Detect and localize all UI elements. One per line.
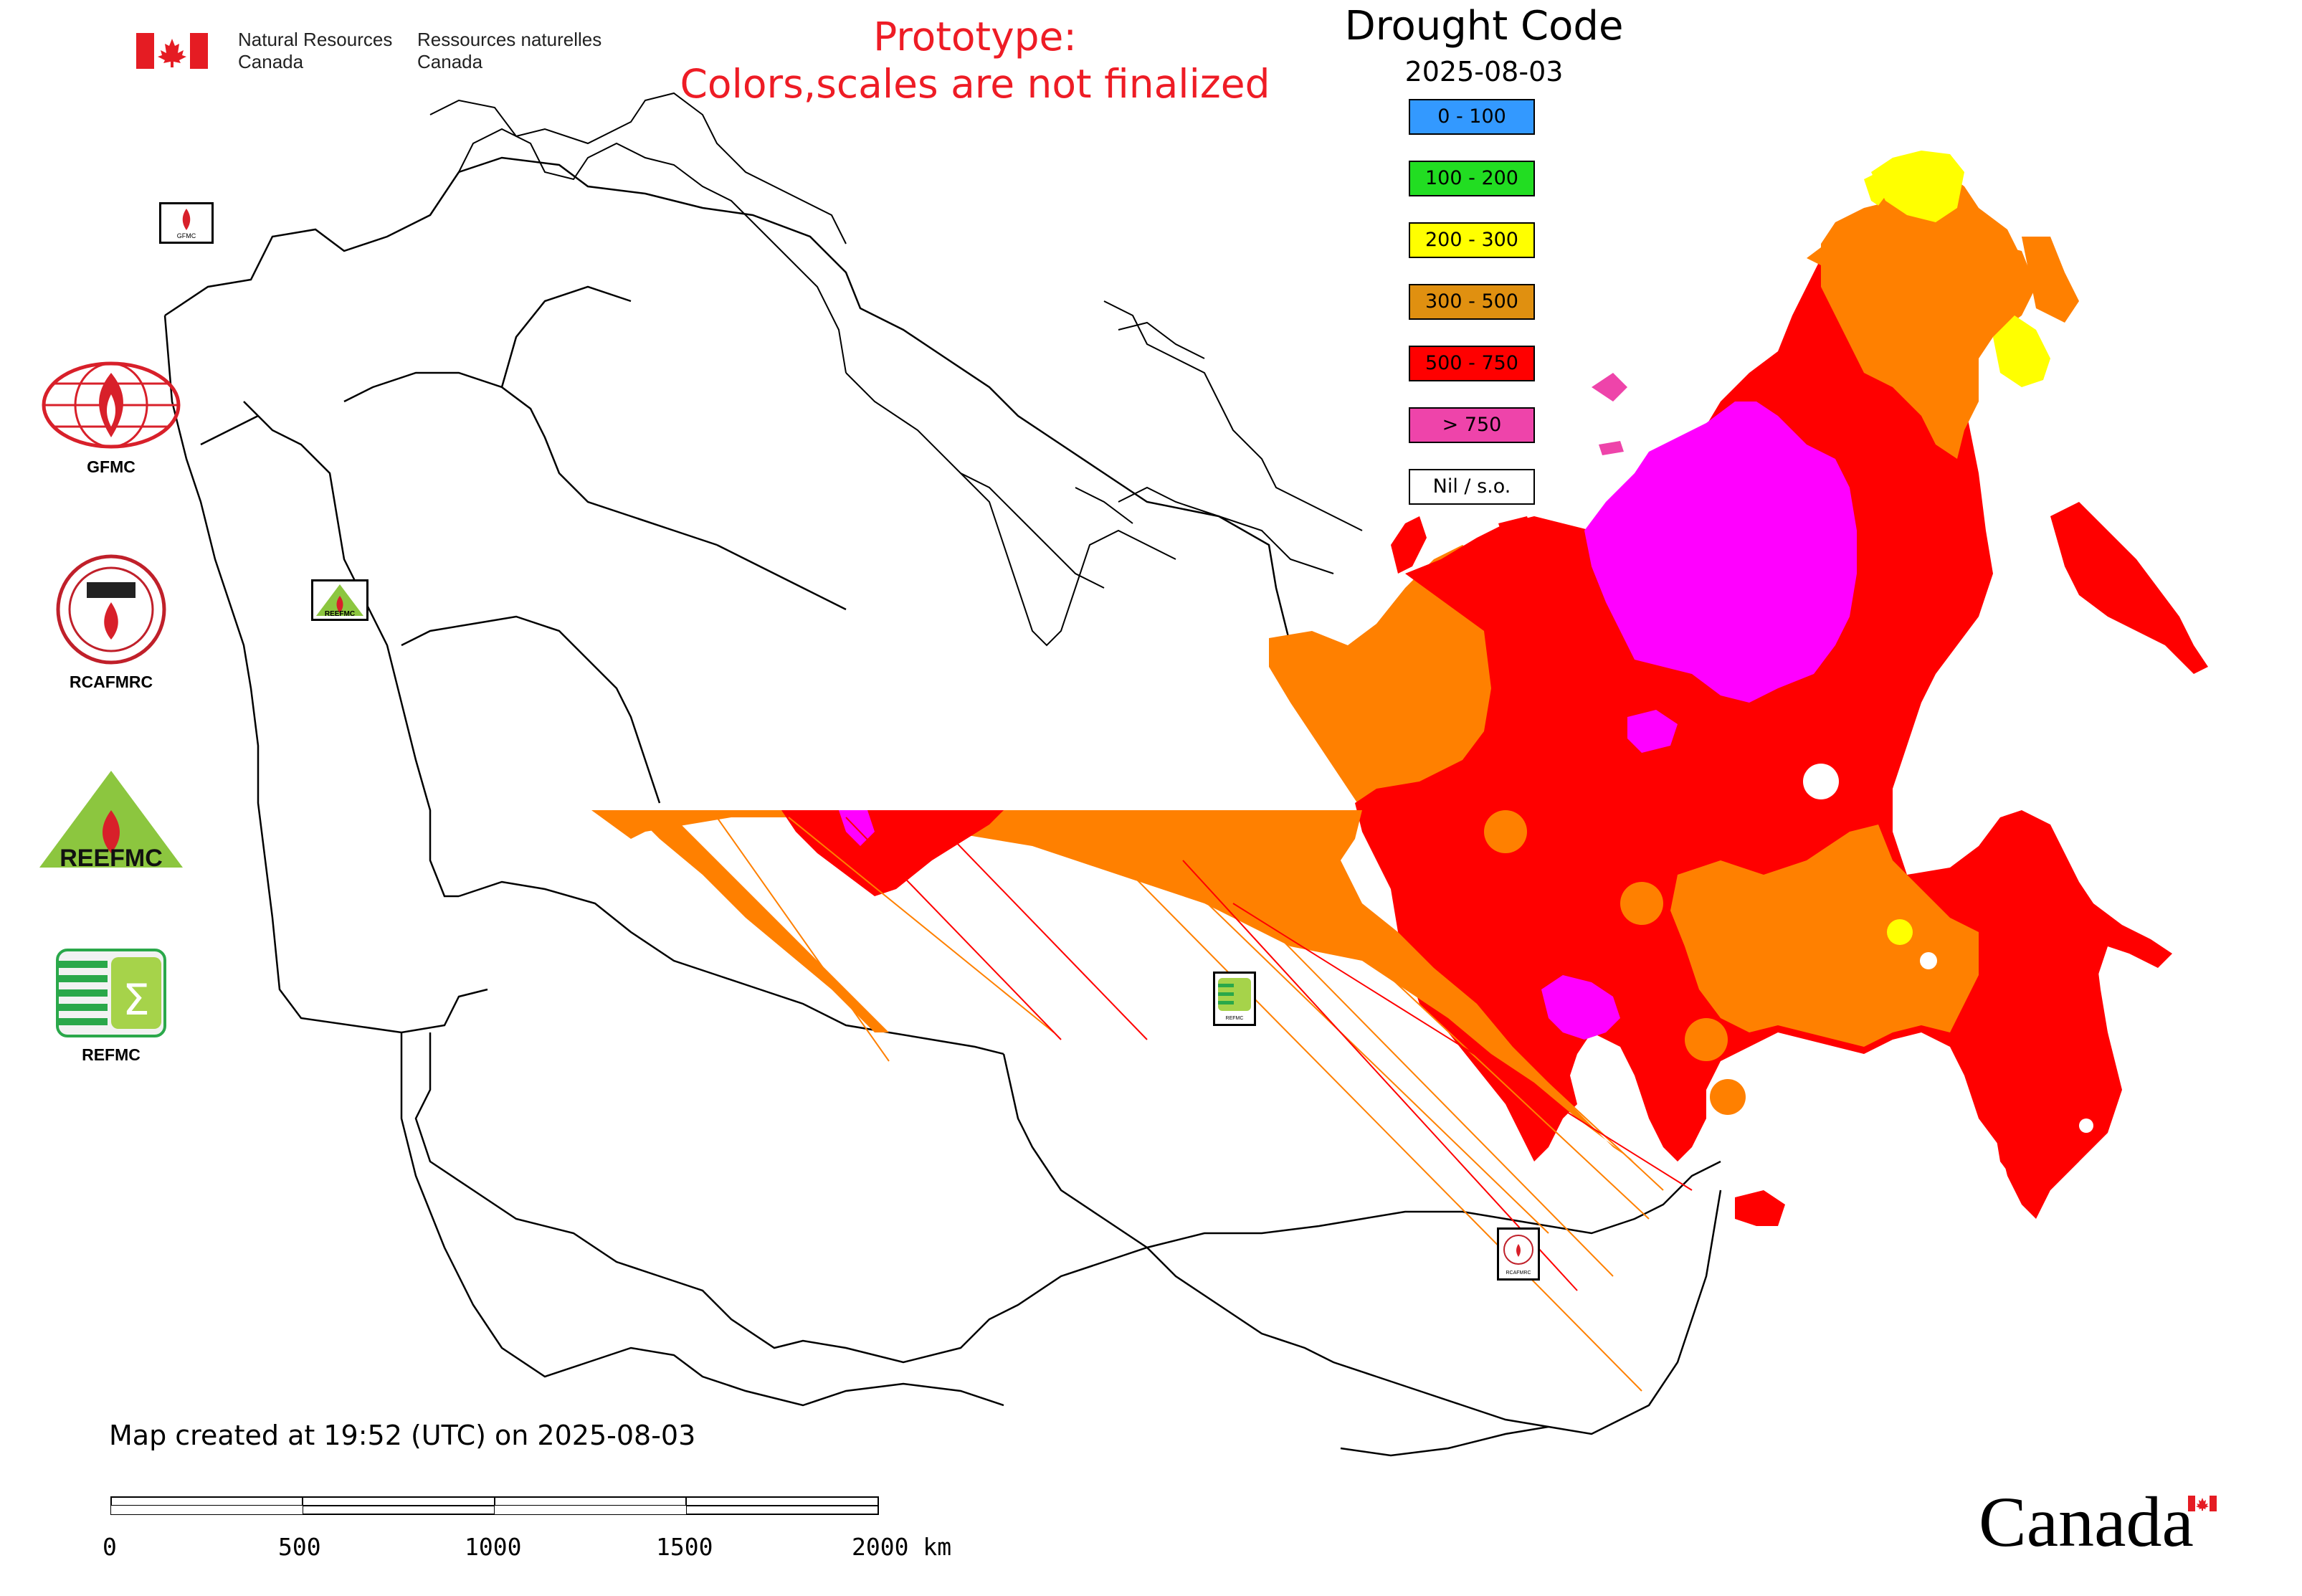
rcafmrc-marker-label: RCAFMRC — [1506, 1270, 1531, 1276]
fill-over-750-island2 — [1599, 441, 1624, 455]
legend-item-300-500: 300 - 500 — [1409, 284, 1535, 320]
refmc-marker-graphic: REFMC — [1218, 978, 1251, 1021]
legend-item-200-300: 200 - 300 — [1409, 222, 1535, 258]
gfmc-marker-icon[interactable]: GFMC — [159, 202, 214, 244]
nrcan-en-line2: Canada — [238, 51, 304, 72]
reefmc-wordmark: REEFMC — [60, 845, 163, 872]
canada-flag-icon — [136, 33, 208, 69]
refmc-logo: Σ REFMC — [29, 946, 194, 1065]
legend-label: 300 - 500 — [1425, 290, 1518, 313]
gfmc-logo: GFMC — [29, 358, 194, 477]
nrcan-signature: Natural Resources Canada Ressources natu… — [136, 29, 609, 79]
nil-hole2 — [1920, 952, 1937, 969]
arctic-coastline — [429, 92, 1363, 647]
gfmc-logo-icon — [42, 361, 181, 449]
legend-label: > 750 — [1442, 414, 1502, 436]
nrcan-french: Ressources naturelles Canada — [417, 29, 604, 73]
rcafmrc-marker-graphic: RCAFMRC — [1503, 1235, 1533, 1276]
fill-300-500-blob4 — [1710, 1079, 1746, 1115]
canada-wordmark-text: Canada — [1979, 1482, 2194, 1562]
map-title: Drought Code — [1344, 3, 1624, 49]
legend-label: 0 - 100 — [1437, 105, 1506, 128]
fill-300-500-south — [1670, 825, 1979, 1047]
reefmc-logo: REEFMC — [29, 767, 194, 878]
legend-item-500-750: 500 - 750 — [1409, 346, 1535, 381]
fill-over-750-island — [1592, 373, 1627, 402]
legend-label: 500 - 750 — [1425, 352, 1518, 374]
nil-hole1 — [1803, 764, 1839, 799]
nil-hole3 — [2079, 1118, 2093, 1133]
fill-over-750-main — [1584, 402, 1857, 703]
streak-band-orange2 — [631, 810, 889, 1032]
prototype-line2: Colors,scales are not finalized — [680, 61, 1270, 107]
legend-label: 200 - 300 — [1425, 229, 1518, 251]
region-boundaries — [163, 156, 1722, 1457]
fill-300-500-blob2 — [1620, 882, 1663, 925]
fill-500-750-kamchatka — [2050, 502, 2208, 674]
legend-item-100-200: 100 - 200 — [1409, 161, 1535, 196]
svg-text:Σ: Σ — [123, 975, 150, 1025]
fill-over-750-small — [1627, 710, 1678, 753]
nrcan-fr-line1: Ressources naturelles — [417, 29, 602, 50]
fill-200-300-dot — [1887, 919, 1913, 945]
fill-300-500-blob3 — [1685, 1018, 1728, 1061]
legend-item-nil: Nil / s.o. — [1409, 469, 1535, 505]
scale-label-1500: 1500 — [656, 1533, 713, 1561]
scale-bar — [110, 1496, 879, 1515]
map-created-note: Map created at 19:52 (UTC) on 2025-08-03 — [109, 1420, 696, 1451]
nrcan-english: Natural Resources Canada — [238, 29, 403, 73]
legend-item-over-750: > 750 — [1409, 407, 1535, 443]
nrcan-fr-line2: Canada — [417, 51, 483, 72]
refmc-marker-label: REFMC — [1226, 1016, 1244, 1021]
fill-500-750-island2 — [1735, 1190, 1785, 1226]
rcafmrc-label: RCAFMRC — [69, 673, 153, 691]
streak-band-red — [781, 810, 1004, 896]
gfmc-marker-graphic: GFMC — [177, 209, 196, 239]
fill-300-500-northeast2 — [2022, 237, 2079, 323]
prototype-notice: Prototype: Colors,scales are not finaliz… — [645, 13, 1305, 108]
fill-300-500-west — [1269, 545, 1498, 810]
scale-label-0: 0 — [103, 1533, 117, 1561]
prototype-line1: Prototype: — [873, 14, 1077, 60]
streak-band-orange — [591, 810, 1635, 1162]
fill-500-750-island3 — [1498, 516, 1534, 545]
nrcan-en-line1: Natural Resources — [238, 29, 393, 50]
drought-fill — [1269, 151, 2208, 1226]
refmc-label: REFMC — [82, 1045, 141, 1064]
rcafmrc-logo-icon — [56, 554, 166, 665]
canada-wordmark: Canada — [1979, 1482, 2217, 1562]
reefmc-marker-graphic: REEFMC — [316, 584, 363, 618]
fill-over-750-south — [1541, 975, 1620, 1040]
reefmc-logo-icon: REEFMC — [39, 771, 183, 872]
refmc-marker-icon[interactable]: REFMC — [1213, 972, 1256, 1026]
legend-label: Nil / s.o. — [1432, 475, 1511, 498]
scale-label-1000: 1000 — [465, 1533, 522, 1561]
raster-streaks — [591, 810, 1693, 1392]
fill-200-300-east — [1993, 315, 2050, 387]
fill-300-500-blob1 — [1484, 810, 1527, 853]
fill-300-500-top — [1807, 165, 2022, 301]
reefmc-marker-icon[interactable]: REEFMC — [311, 579, 368, 621]
fill-500-750-eastcoast — [1979, 810, 2172, 1190]
fill-500-750-island1 — [1391, 516, 1427, 574]
fill-200-300-top — [1871, 151, 1964, 222]
rcafmrc-marker-icon[interactable]: RCAFMRC — [1497, 1227, 1540, 1281]
gfmc-label: GFMC — [87, 457, 135, 476]
map-date: 2025-08-03 — [1404, 56, 1564, 87]
scale-label-500: 500 — [278, 1533, 321, 1561]
scale-label-2000: 2000 km — [852, 1533, 952, 1561]
canada-wordmark-flag-icon — [2188, 1496, 2217, 1511]
reefmc-marker-label: REEFMC — [325, 610, 355, 618]
legend-label: 100 - 200 — [1425, 167, 1518, 189]
refmc-logo-icon: Σ — [56, 949, 166, 1037]
rcafmrc-logo: RCAFMRC — [29, 552, 194, 692]
legend-item-0-100: 0 - 100 — [1409, 99, 1535, 135]
gfmc-marker-label: GFMC — [177, 232, 196, 239]
